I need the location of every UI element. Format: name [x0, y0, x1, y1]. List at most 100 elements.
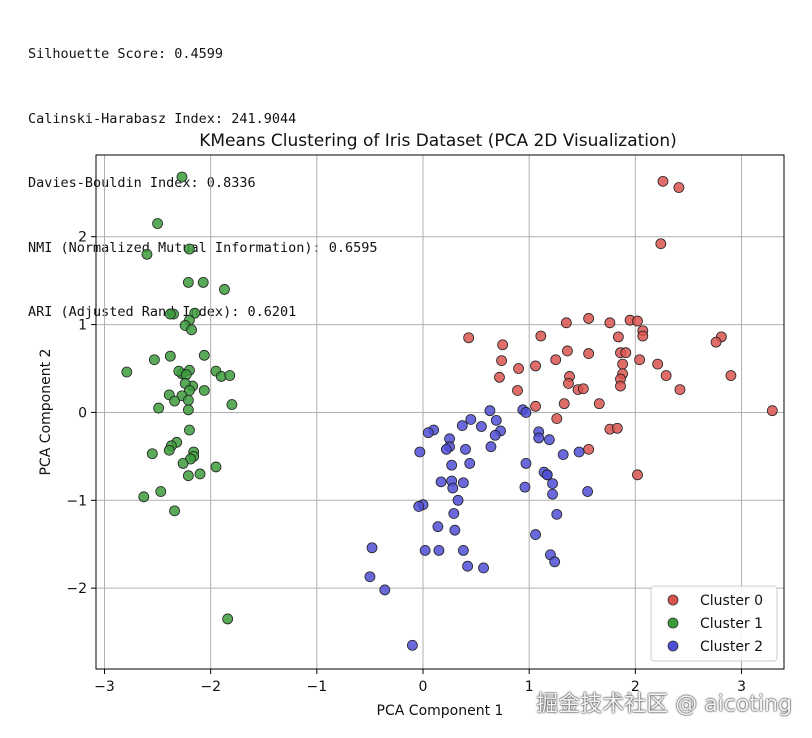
cluster-2-point [433, 544, 445, 556]
cluster-0-point [637, 330, 649, 342]
cluster-2-point [406, 639, 418, 651]
cluster-2-point [456, 420, 468, 432]
cluster-0-point [530, 360, 541, 372]
x-tick-label: −3 [94, 679, 115, 695]
cluster-1-point [164, 308, 176, 320]
cluster-2-point [551, 508, 563, 520]
x-axis-ticks: −3 −2 −1 0 1 2 3 [94, 669, 746, 695]
cluster-0-point [494, 371, 505, 383]
cluster-0-point [583, 443, 595, 455]
calinski-harabasz-text: Calinski-Harabasz Index: 241.9044 [28, 110, 297, 127]
cluster-0-point [583, 348, 595, 359]
chart-title: KMeans Clustering of Iris Dataset (PCA 2… [199, 131, 677, 151]
cluster-2-point [465, 414, 477, 425]
cluster-0-point [632, 469, 643, 481]
cluster-2-point [485, 441, 497, 453]
cluster-0-point [563, 378, 574, 389]
cluster-0-point [550, 354, 562, 366]
x-tick-label: −2 [200, 679, 221, 695]
cluster-0-point [673, 182, 685, 193]
cluster-0-point [562, 345, 573, 357]
cluster-2-point [460, 443, 471, 455]
cluster-2-point [413, 501, 425, 512]
cluster-2-point [449, 524, 461, 536]
cluster-0-point [497, 339, 509, 351]
cluster-2-point [379, 584, 391, 596]
legend-box [650, 585, 778, 662]
cluster-2-point [422, 427, 434, 439]
cluster-2-point [478, 562, 489, 574]
cluster-1-point [155, 486, 167, 497]
silhouette-score-text: Silhouette Score: 0.4599 [28, 46, 224, 62]
cluster-0-point [766, 405, 778, 417]
cluster-0-point [512, 385, 523, 396]
cluster-2-point [533, 432, 545, 444]
y-tick-label: 0 [78, 405, 87, 421]
cluster-0-point [615, 380, 626, 392]
cluster-1-point [182, 277, 194, 288]
cluster-1-point [226, 399, 238, 410]
cluster-1-point [194, 468, 206, 480]
legend-label-cluster-0: Cluster 0 [700, 593, 763, 609]
cluster-2-point [490, 414, 502, 426]
data-points [121, 171, 778, 651]
x-tick-label: 3 [737, 679, 746, 695]
cluster-2-point [573, 446, 585, 458]
cluster-2-point [520, 457, 532, 469]
legend-marker-cluster-2 [667, 640, 679, 652]
cluster-0-point [513, 363, 524, 374]
cluster-0-point [634, 354, 646, 366]
cluster-2-point [447, 482, 459, 494]
cluster-1-point [198, 349, 210, 361]
cluster-2-point [489, 429, 501, 441]
cluster-2-point [520, 407, 532, 418]
cluster-1-point [164, 350, 176, 362]
cluster-2-point [547, 488, 558, 500]
cluster-0-point [558, 398, 570, 410]
cluster-1-point [163, 444, 175, 456]
cluster-1-point [141, 248, 153, 260]
legend-marker-cluster-1 [667, 617, 679, 629]
cluster-2-point [364, 571, 376, 583]
x-tick-label: 0 [419, 679, 428, 695]
legend: Cluster 0 Cluster 1 Cluster 2 [650, 585, 778, 662]
cluster-2-point [440, 443, 452, 455]
y-tick-label: −1 [66, 493, 87, 509]
cluster-2-point [446, 459, 458, 471]
cluster-2-point [419, 544, 431, 556]
cluster-1-point [219, 284, 230, 295]
cluster-2-point [476, 421, 487, 432]
cluster-1-point [176, 171, 188, 183]
cluster-0-point [611, 422, 623, 434]
y-axis-ticks: −2 −1 0 1 2 [66, 230, 96, 597]
cluster-1-point [184, 424, 195, 436]
cluster-2-point [530, 529, 541, 540]
cluster-1-point [148, 354, 160, 366]
cluster-1-point [198, 385, 210, 396]
cluster-1-point [197, 277, 209, 288]
cluster-1-point [146, 448, 158, 460]
cluster-2-point [484, 405, 496, 417]
cluster-0-point [612, 331, 624, 343]
nmi-text: NMI (Normalized Mutual Information): 0.6… [28, 239, 378, 256]
cluster-1-point [169, 395, 180, 407]
cluster-1-point [177, 457, 189, 469]
cluster-2-point [414, 446, 426, 458]
cluster-0-point [655, 238, 667, 250]
cluster-1-point [153, 402, 165, 414]
x-tick-label: 1 [525, 679, 534, 695]
cluster-0-point [674, 384, 686, 395]
cluster-0-point [535, 330, 547, 342]
legend-label-cluster-1: Cluster 1 [700, 616, 763, 632]
cluster-2-point [432, 521, 444, 533]
legend-label-cluster-2: Cluster 2 [700, 639, 763, 655]
cluster-2-point [582, 486, 593, 497]
cluster-0-point [583, 313, 595, 324]
cluster-1-point [224, 370, 236, 381]
cluster-2-point [557, 449, 569, 461]
x-tick-label: 2 [631, 679, 640, 695]
cluster-0-point [652, 358, 664, 370]
cluster-1-point [182, 394, 194, 406]
x-tick-label: −1 [307, 679, 328, 695]
